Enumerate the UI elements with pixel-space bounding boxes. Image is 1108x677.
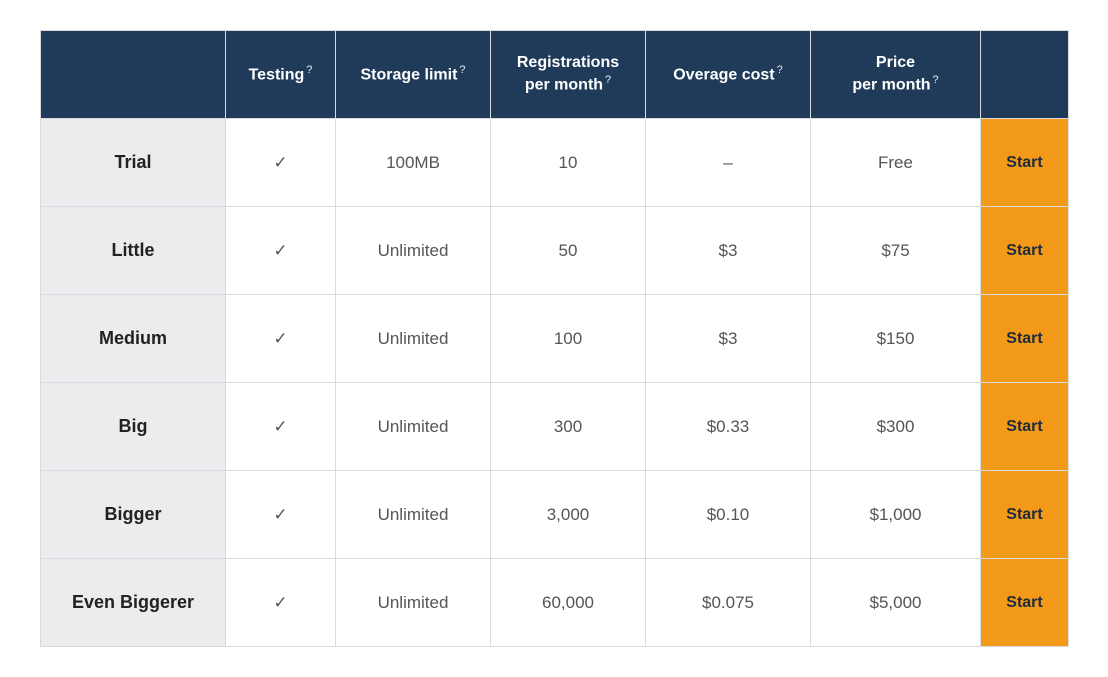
table-row: Trial✓100MB10–FreeStart xyxy=(41,119,1069,207)
start-button[interactable]: Start xyxy=(981,559,1069,647)
registrations-cell: 60,000 xyxy=(491,559,646,647)
plan-name-cell: Bigger xyxy=(41,471,226,559)
overage-cell: $0.10 xyxy=(646,471,811,559)
col-header-plan xyxy=(41,31,226,119)
price-cell: $300 xyxy=(811,383,981,471)
price-cell: Free xyxy=(811,119,981,207)
help-icon[interactable]: ? xyxy=(777,64,783,76)
col-header-price: Priceper month? xyxy=(811,31,981,119)
pricing-table: Testing? Storage limit? Registrationsper… xyxy=(40,30,1069,647)
overage-cell: $0.075 xyxy=(646,559,811,647)
table-row: Little✓Unlimited50$3$75Start xyxy=(41,207,1069,295)
overage-cell: $3 xyxy=(646,295,811,383)
table-row: Big✓Unlimited300$0.33$300Start xyxy=(41,383,1069,471)
col-header-label: Registrationsper month xyxy=(517,54,619,94)
plan-name-cell: Big xyxy=(41,383,226,471)
testing-cell: ✓ xyxy=(226,559,336,647)
registrations-cell: 3,000 xyxy=(491,471,646,559)
price-cell: $5,000 xyxy=(811,559,981,647)
help-icon[interactable]: ? xyxy=(306,64,312,76)
col-header-overage: Overage cost? xyxy=(646,31,811,119)
help-icon[interactable]: ? xyxy=(459,64,465,76)
storage-cell: Unlimited xyxy=(336,471,491,559)
testing-cell: ✓ xyxy=(226,383,336,471)
help-icon[interactable]: ? xyxy=(605,74,611,86)
col-header-label: Testing xyxy=(249,66,305,83)
registrations-cell: 100 xyxy=(491,295,646,383)
start-button[interactable]: Start xyxy=(981,119,1069,207)
overage-cell: $3 xyxy=(646,207,811,295)
storage-cell: Unlimited xyxy=(336,295,491,383)
storage-cell: 100MB xyxy=(336,119,491,207)
col-header-label: Priceper month xyxy=(852,54,930,94)
pricing-header-row: Testing? Storage limit? Registrationsper… xyxy=(41,31,1069,119)
plan-name-cell: Trial xyxy=(41,119,226,207)
start-button[interactable]: Start xyxy=(981,471,1069,559)
storage-cell: Unlimited xyxy=(336,383,491,471)
registrations-cell: 10 xyxy=(491,119,646,207)
col-header-label: Overage cost xyxy=(673,66,774,83)
overage-cell: $0.33 xyxy=(646,383,811,471)
col-header-action xyxy=(981,31,1069,119)
table-row: Bigger✓Unlimited3,000$0.10$1,000Start xyxy=(41,471,1069,559)
testing-cell: ✓ xyxy=(226,207,336,295)
plan-name-cell: Little xyxy=(41,207,226,295)
price-cell: $150 xyxy=(811,295,981,383)
price-cell: $75 xyxy=(811,207,981,295)
price-cell: $1,000 xyxy=(811,471,981,559)
help-icon[interactable]: ? xyxy=(933,74,939,86)
testing-cell: ✓ xyxy=(226,119,336,207)
plan-name-cell: Even Biggerer xyxy=(41,559,226,647)
overage-cell: – xyxy=(646,119,811,207)
testing-cell: ✓ xyxy=(226,471,336,559)
plan-name-cell: Medium xyxy=(41,295,226,383)
storage-cell: Unlimited xyxy=(336,207,491,295)
testing-cell: ✓ xyxy=(226,295,336,383)
col-header-label: Storage limit xyxy=(360,66,457,83)
table-row: Medium✓Unlimited100$3$150Start xyxy=(41,295,1069,383)
col-header-testing: Testing? xyxy=(226,31,336,119)
start-button[interactable]: Start xyxy=(981,383,1069,471)
col-header-storage: Storage limit? xyxy=(336,31,491,119)
registrations-cell: 50 xyxy=(491,207,646,295)
col-header-registrations: Registrationsper month? xyxy=(491,31,646,119)
table-row: Even Biggerer✓Unlimited60,000$0.075$5,00… xyxy=(41,559,1069,647)
registrations-cell: 300 xyxy=(491,383,646,471)
start-button[interactable]: Start xyxy=(981,207,1069,295)
start-button[interactable]: Start xyxy=(981,295,1069,383)
pricing-body: Trial✓100MB10–FreeStartLittle✓Unlimited5… xyxy=(41,119,1069,647)
storage-cell: Unlimited xyxy=(336,559,491,647)
